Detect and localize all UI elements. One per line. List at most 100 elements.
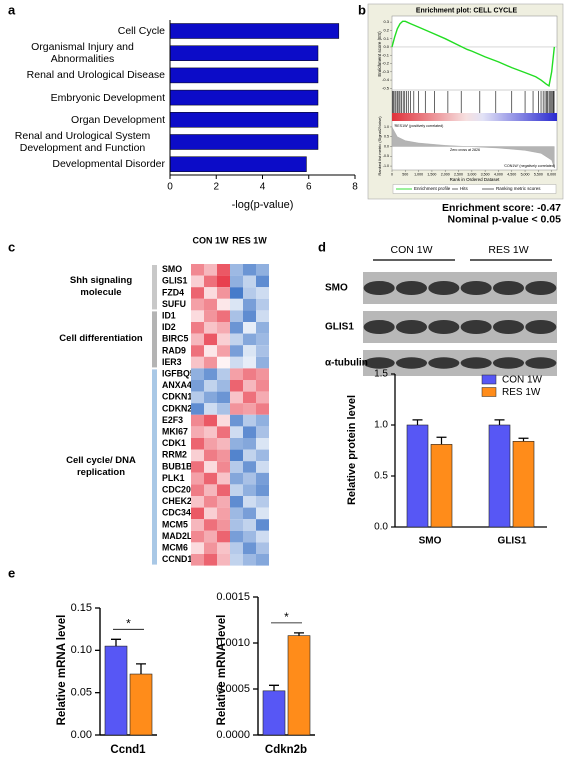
heat-cell	[204, 414, 217, 427]
heat-cell	[243, 275, 256, 288]
blot-band	[395, 357, 428, 369]
heat-cell	[217, 472, 230, 485]
panel-label: a	[8, 2, 16, 17]
significance-label: *	[126, 616, 131, 630]
heat-cell	[243, 403, 256, 415]
heat-cell	[230, 530, 243, 543]
heat-cell	[191, 356, 204, 369]
heat-cell	[217, 554, 230, 566]
heat-cell	[204, 322, 217, 334]
bar	[129, 673, 153, 736]
group-label: Cell differentiation	[59, 333, 143, 345]
y-tick-label: 0.0015	[216, 591, 250, 603]
category-label-box: Organ Development	[71, 114, 165, 126]
heat-cell	[256, 368, 269, 380]
heat-cell	[230, 554, 243, 566]
y-tick-label: 0.5	[374, 471, 388, 482]
heat-cell	[191, 461, 204, 473]
x-tick-label: 4	[260, 182, 266, 193]
heat-cell	[217, 356, 230, 369]
heat-cell	[243, 519, 256, 531]
heat-cell	[243, 472, 256, 485]
gene-label: ID1	[162, 311, 176, 321]
bar	[169, 112, 319, 128]
heat-cell	[191, 403, 204, 415]
bar	[262, 690, 286, 736]
heat-cell	[217, 264, 230, 276]
y-tick-label: 0.05	[71, 687, 92, 699]
heat-cell	[204, 368, 217, 380]
heat-cell	[217, 287, 230, 299]
heat-cell	[230, 333, 243, 346]
heat-cell	[230, 403, 243, 415]
heat-cell	[191, 542, 204, 554]
heat-cell	[191, 298, 204, 311]
error-bar	[412, 419, 423, 425]
blot-strip	[363, 272, 557, 304]
category-label-box: Renal and Urological System Development …	[15, 130, 150, 154]
heat-cell	[243, 368, 256, 380]
y-axis-label: Relative protein level	[346, 395, 358, 505]
blot-band	[460, 357, 492, 369]
heat-cell	[191, 414, 204, 427]
x-tick-label: 0	[391, 172, 393, 176]
annotation: 'CON1W' (negatively correlated)	[504, 164, 555, 168]
heat-cell	[256, 426, 269, 438]
heat-cell	[256, 287, 269, 299]
x-axis-label: -log(p-value)	[232, 199, 294, 211]
x-tick-label: 4,000	[494, 172, 503, 176]
blot-band	[525, 280, 557, 296]
heat-cell	[230, 310, 243, 322]
heat-cell	[243, 298, 256, 311]
heat-cell	[217, 507, 230, 520]
y-tick-label: 0.1	[383, 36, 389, 41]
heat-cell	[191, 322, 204, 334]
error-bar	[136, 663, 146, 675]
gene-label: BUB1B	[162, 461, 192, 471]
x-tick-label: 1,500	[427, 172, 436, 176]
y-tick-label: 0.10	[71, 644, 92, 656]
heat-cell	[191, 333, 204, 346]
gene-label: IGFBQ5	[162, 369, 195, 379]
x-tick-label: 500	[402, 172, 408, 176]
category-label: Developmental Disorder	[52, 158, 165, 171]
heat-cell	[217, 403, 230, 415]
gene-label: FZD4	[162, 287, 184, 297]
x-tick-label: 2	[213, 182, 219, 193]
heat-cell	[204, 356, 217, 369]
heat-cell	[243, 507, 256, 520]
heat-cell	[243, 554, 256, 566]
bar	[287, 635, 311, 736]
gene-label: IER3	[162, 357, 182, 367]
heat-cell	[204, 438, 217, 450]
blot-band	[428, 280, 460, 296]
blot-band	[428, 357, 460, 369]
blot-group-label: CON 1W	[391, 244, 433, 256]
legend-label: Ranking metric scores	[496, 186, 541, 191]
heat-cell	[191, 426, 204, 438]
heat-cell	[204, 530, 217, 543]
bar	[169, 134, 319, 150]
heat-cell	[256, 275, 269, 288]
x-tick-label: 8	[352, 182, 358, 193]
heat-cell	[191, 507, 204, 520]
y-axis-label: Relative mRNA level	[56, 615, 68, 726]
legend-label: RES 1W	[502, 387, 541, 398]
gene-label: PLK1	[162, 473, 185, 483]
heat-cell	[256, 298, 269, 311]
heat-cell	[256, 310, 269, 322]
heat-cell	[204, 403, 217, 415]
blot-band	[395, 280, 428, 296]
blot-band	[492, 357, 525, 369]
heat-cell	[191, 275, 204, 288]
annotation: Zero cross at 2826	[450, 148, 480, 152]
y-tick-label: -0.2	[382, 61, 390, 66]
heat-cell	[256, 333, 269, 346]
heat-cell	[191, 554, 204, 566]
heat-cell	[191, 530, 204, 543]
legend-label: CON 1W	[502, 375, 543, 386]
gene-label: CDKN2B	[162, 403, 199, 413]
y-tick-label: 1.0	[374, 420, 388, 431]
heat-cell	[204, 391, 217, 404]
